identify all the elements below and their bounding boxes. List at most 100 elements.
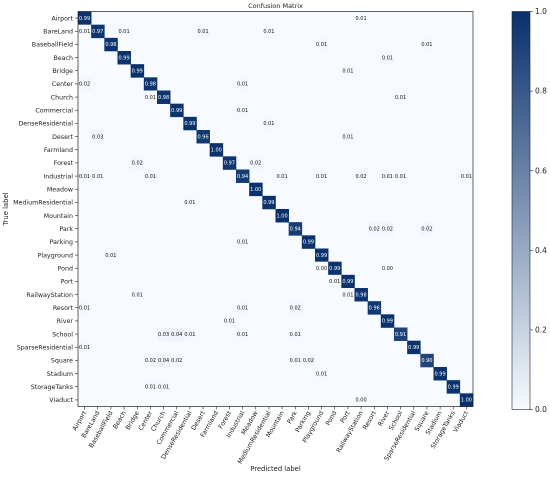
y-tick-label: Stadium <box>47 371 73 378</box>
heatmap-cell <box>380 222 395 236</box>
y-tick-label: Mountain <box>44 213 73 220</box>
heatmap-cell <box>78 24 92 39</box>
y-axis-title: True label <box>2 192 10 226</box>
cell-value-label: 0.96 <box>369 306 380 312</box>
heatmap-cell <box>394 169 408 183</box>
cell-value-label: 0.99 <box>184 121 195 127</box>
heatmap-cell <box>143 169 158 183</box>
heatmap-cell <box>78 11 92 25</box>
colorbar-gradient <box>511 11 531 410</box>
y-tick-label: Center <box>52 81 74 88</box>
heatmap-cell <box>315 367 329 381</box>
heatmap-cell <box>315 37 329 52</box>
heatmap-cell <box>196 24 210 39</box>
colorbar: 0.0 0.2 0.4 0.6 0.8 1.0 <box>511 7 547 414</box>
heatmap-cell <box>354 11 368 25</box>
cell-value-label: 0.04 <box>171 332 182 338</box>
heatmap-cell <box>380 261 395 276</box>
cell-value-label: 0.91 <box>395 332 406 338</box>
cell-value-label: 0.99 <box>435 371 446 377</box>
cell-value-label: 0.04 <box>158 358 169 364</box>
cell-value-label: 0.01 <box>290 358 301 364</box>
cell-value-label: 0.01 <box>145 385 156 391</box>
y-tick-label: BareLand <box>43 28 73 35</box>
heatmap-cell <box>236 77 250 91</box>
x-axis-title: Predicted label <box>250 465 301 473</box>
cell-value-label: 0.01 <box>79 306 90 312</box>
cell-value-label: 0.99 <box>132 69 143 75</box>
cell-value-label: 0.01 <box>277 174 288 180</box>
heatmap-cell <box>183 195 197 210</box>
heatmap-cell <box>262 195 276 210</box>
heatmap-cell <box>301 353 316 368</box>
heatmap-cell <box>315 248 329 262</box>
heatmap-cell <box>262 24 276 39</box>
cell-value-label: 0.94 <box>290 227 301 233</box>
heatmap-cell <box>130 288 145 302</box>
cell-value-label: 0.98 <box>105 42 116 48</box>
heatmap-grid: 0.99 0.010.01 0.97 0.01 0.01 0.010.98 0.01 0.01… <box>77 11 474 407</box>
y-tick-label: Parking <box>50 239 73 246</box>
heatmap-cell <box>91 24 105 39</box>
y-tick-label: DenseResidential <box>18 121 73 128</box>
heatmap-cell <box>236 235 250 249</box>
colorbar-tick-label: 1.0 <box>535 7 547 16</box>
cell-value-label: 0.02 <box>382 227 393 233</box>
heatmap-cell <box>380 51 395 65</box>
heatmap-cell <box>78 169 92 183</box>
y-tick-label: Industrial <box>43 173 73 180</box>
y-tick-labels: Airport BareLand BaseballField Beach Bridge C… <box>13 15 78 404</box>
heatmap-cell <box>394 327 408 341</box>
heatmap-cell <box>354 288 368 302</box>
heatmap-cell <box>117 51 131 65</box>
y-tick-label: Desert <box>52 134 73 141</box>
cell-value-label: 0.01 <box>237 108 248 114</box>
cell-value-label: 0.99 <box>382 319 393 325</box>
heatmap-cell <box>157 90 171 104</box>
cell-value-label: 0.01 <box>316 42 327 48</box>
heatmap-cell <box>170 353 184 368</box>
heatmap-cell <box>420 222 434 236</box>
cell-value-label: 0.01 <box>461 174 472 180</box>
cell-value-label: 0.02 <box>421 227 432 233</box>
heatmap-cell <box>143 380 158 394</box>
y-tick-label: SparseResidential <box>17 344 74 351</box>
cell-value-label: 0.01 <box>329 279 340 285</box>
y-tick-label: Bridge <box>52 68 73 75</box>
cell-value-label: 0.01 <box>132 292 143 298</box>
cell-value-label: 0.01 <box>237 82 248 88</box>
heatmap-cell <box>262 116 276 131</box>
cell-value-label: 0.01 <box>382 55 393 61</box>
heatmap-cell <box>236 327 250 341</box>
heatmap-cell <box>222 156 237 170</box>
heatmap-cell <box>183 327 197 341</box>
heatmap-cell <box>420 37 434 52</box>
cell-value-label: 0.01 <box>290 332 301 338</box>
heatmap-cell <box>367 301 382 315</box>
y-tick-label: Port <box>61 279 74 286</box>
heatmap-cell <box>236 103 250 118</box>
y-tick-label: Meadow <box>47 186 73 193</box>
heatmap-cell <box>341 64 355 78</box>
cell-value-label: 0.03 <box>92 134 103 140</box>
cell-value-label: 0.94 <box>237 174 248 180</box>
heatmap-cell <box>236 169 250 183</box>
cell-value-label: 0.96 <box>198 134 209 140</box>
cell-value-label: 0.98 <box>158 95 169 101</box>
y-tick-label: Viaduct <box>49 397 73 404</box>
cell-value-label: 0.01 <box>237 332 248 338</box>
cell-value-label: 0.01 <box>342 134 353 140</box>
y-tick-label: School <box>52 331 73 338</box>
x-tick-label: Pond <box>325 410 339 427</box>
heatmap-cell <box>275 169 289 183</box>
cell-value-label: 0.01 <box>342 69 353 75</box>
cell-value-label: 0.99 <box>342 279 353 285</box>
heatmap-cell <box>157 353 171 368</box>
x-tick-label: Resort <box>362 410 378 431</box>
y-tick-label: Resort <box>53 305 74 312</box>
heatmap-cell <box>196 130 210 144</box>
heatmap-cell <box>288 301 303 315</box>
heatmap-cell <box>394 90 408 104</box>
cell-value-label: 0.01 <box>421 42 432 48</box>
